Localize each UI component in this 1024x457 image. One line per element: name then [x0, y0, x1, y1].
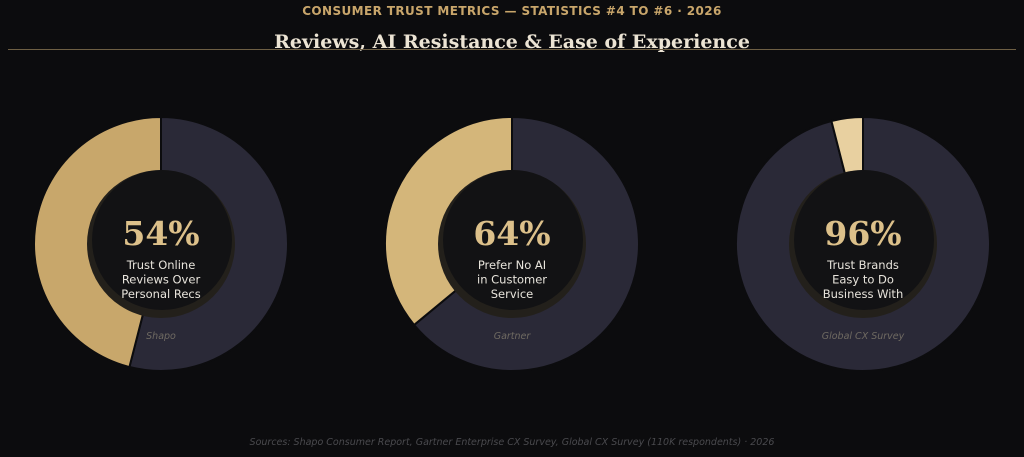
description-line: Trust Online — [126, 258, 196, 272]
description-line: Personal Recs — [121, 287, 200, 301]
source-label: Shapo — [146, 331, 176, 342]
source-label: Gartner — [494, 331, 532, 342]
description-line: Easy to Do — [832, 273, 894, 287]
sources-footnote: Sources: Shapo Consumer Report, Gartner … — [249, 437, 775, 448]
source-label: Global CX Survey — [822, 331, 905, 342]
donut-center — [92, 170, 232, 310]
description-line: Reviews Over — [122, 273, 201, 287]
description-line: Business With — [823, 287, 903, 301]
title-divider — [8, 49, 1016, 50]
header-kicker: CONSUMER TRUST METRICS — STATISTICS #4 T… — [302, 4, 722, 18]
description-line: in Customer — [477, 273, 547, 287]
donut-center — [794, 170, 934, 310]
value-label: 96% — [824, 214, 901, 253]
value-label: 54% — [122, 214, 199, 253]
description-line: Service — [491, 287, 534, 301]
page-title: Reviews, AI Resistance & Ease of Experie… — [274, 31, 750, 53]
description-line: Prefer No AI — [478, 258, 546, 272]
description-line: Trust Brands — [826, 258, 899, 272]
value-label: 64% — [473, 214, 550, 253]
donut-center — [443, 170, 583, 310]
